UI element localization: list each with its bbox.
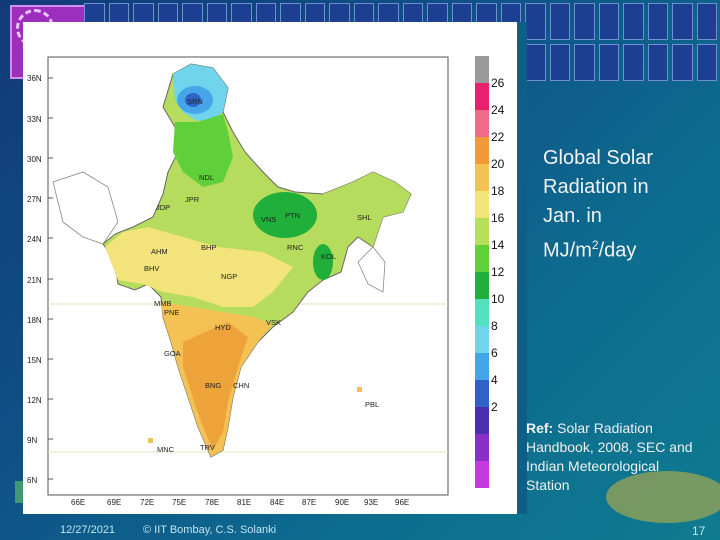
reference-label: Ref: bbox=[526, 420, 554, 436]
station-label: JPR bbox=[185, 195, 200, 204]
legend-label: 16 bbox=[491, 211, 505, 225]
legend-label: 6 bbox=[491, 346, 498, 360]
station-label: MNC bbox=[157, 445, 175, 454]
title-line: Jan. in bbox=[543, 205, 602, 227]
lat-label: 33N bbox=[27, 115, 42, 124]
footer-date: 12/27/2021 bbox=[60, 524, 116, 536]
station-label: KOL bbox=[321, 252, 336, 261]
decorative-stub bbox=[15, 481, 23, 503]
legend-swatch bbox=[475, 245, 489, 272]
station-label: NDL bbox=[199, 173, 214, 182]
lon-label: 81E bbox=[237, 498, 251, 507]
lat-label: 21N bbox=[27, 276, 42, 285]
lon-label: 96E bbox=[395, 498, 409, 507]
legend-swatch bbox=[475, 218, 489, 245]
legend-swatch bbox=[475, 272, 489, 299]
legend-swatch bbox=[475, 299, 489, 326]
station-label: PNE bbox=[164, 308, 179, 317]
lat-label: 36N bbox=[27, 74, 42, 83]
station-label: RNC bbox=[287, 243, 304, 252]
legend-swatch bbox=[475, 83, 489, 110]
solar-radiation-map: 36N 33N 30N 27N 24N 21N 18N 15N 12N 9N 6… bbox=[23, 22, 517, 514]
lon-label: 78E bbox=[205, 498, 219, 507]
lon-label: 66E bbox=[71, 498, 85, 507]
lat-label: 15N bbox=[27, 356, 42, 365]
reference-note: Ref: Solar Radiation Handbook, 2008, SEC… bbox=[526, 419, 696, 495]
lat-label: 18N bbox=[27, 316, 42, 325]
legend-swatch bbox=[475, 353, 489, 380]
lon-label: 84E bbox=[270, 498, 284, 507]
legend-label: 10 bbox=[491, 292, 505, 306]
legend-swatch bbox=[475, 461, 489, 488]
station-label: VSK bbox=[266, 318, 281, 327]
station-label: PTN bbox=[285, 211, 300, 220]
station-label: NGP bbox=[221, 272, 237, 281]
legend-label: 12 bbox=[491, 265, 505, 279]
station-label: BHV bbox=[144, 264, 159, 273]
station-label: BNG bbox=[205, 381, 221, 390]
station-label: GOA bbox=[164, 349, 181, 358]
station-label: MMB bbox=[154, 299, 172, 308]
legend-swatch bbox=[475, 326, 489, 353]
legend-label: 2 bbox=[491, 400, 498, 414]
color-scale-bar bbox=[475, 56, 489, 488]
lon-label: 69E bbox=[107, 498, 121, 507]
legend-swatch bbox=[475, 164, 489, 191]
panel-edge bbox=[517, 22, 527, 514]
lat-label: 27N bbox=[27, 195, 42, 204]
lon-label: 75E bbox=[172, 498, 186, 507]
station-label: CHN bbox=[233, 381, 249, 390]
lat-label: 12N bbox=[27, 396, 42, 405]
station-label: TRV bbox=[200, 443, 215, 452]
legend-swatch bbox=[475, 56, 489, 83]
lat-label: 9N bbox=[27, 436, 37, 445]
station-label: PBL bbox=[365, 400, 379, 409]
station-label: SRN bbox=[187, 97, 203, 106]
footer-copyright: © IIT Bombay, C.S. Solanki bbox=[143, 524, 277, 536]
legend-swatch bbox=[475, 137, 489, 164]
title-line: MJ/m2/day bbox=[543, 238, 637, 262]
station-label: SHL bbox=[357, 213, 372, 222]
title-line: Global Solar bbox=[543, 147, 654, 169]
legend-swatch bbox=[475, 380, 489, 407]
lon-label: 72E bbox=[140, 498, 154, 507]
legend-label: 14 bbox=[491, 238, 505, 252]
legend-swatch bbox=[475, 407, 489, 434]
reference-text: Solar Radiation Handbook, 2008, SEC and … bbox=[526, 420, 693, 493]
lat-label: 6N bbox=[27, 476, 37, 485]
color-scale-labels: 26 24 22 20 18 16 14 12 10 8 6 4 2 bbox=[489, 56, 513, 488]
lon-label: 90E bbox=[335, 498, 349, 507]
station-label: JDP bbox=[156, 203, 170, 212]
decorative-oval bbox=[606, 471, 720, 523]
station-label: HYD bbox=[215, 323, 231, 332]
legend-label: 18 bbox=[491, 184, 505, 198]
legend-label: 4 bbox=[491, 373, 498, 387]
lat-label: 30N bbox=[27, 155, 42, 164]
lon-label: 87E bbox=[302, 498, 316, 507]
station-label: BHP bbox=[201, 243, 216, 252]
station-label: VNS bbox=[261, 215, 276, 224]
slide-title: Global Solar Radiation in Jan. in MJ/m2/… bbox=[543, 144, 713, 266]
title-line: Radiation in bbox=[543, 176, 649, 198]
legend-swatch bbox=[475, 110, 489, 137]
legend-label: 8 bbox=[491, 319, 498, 333]
legend-swatch bbox=[475, 191, 489, 218]
legend-label: 26 bbox=[491, 76, 505, 90]
legend-swatch bbox=[475, 434, 489, 461]
lat-label: 24N bbox=[27, 235, 42, 244]
lon-label: 93E bbox=[364, 498, 378, 507]
legend-label: 22 bbox=[491, 130, 505, 144]
page-number: 17 bbox=[692, 524, 706, 538]
legend-label: 24 bbox=[491, 103, 505, 117]
india-map-figure: 36N 33N 30N 27N 24N 21N 18N 15N 12N 9N 6… bbox=[27, 56, 449, 507]
station-label: AHM bbox=[151, 247, 168, 256]
legend-label: 20 bbox=[491, 157, 505, 171]
